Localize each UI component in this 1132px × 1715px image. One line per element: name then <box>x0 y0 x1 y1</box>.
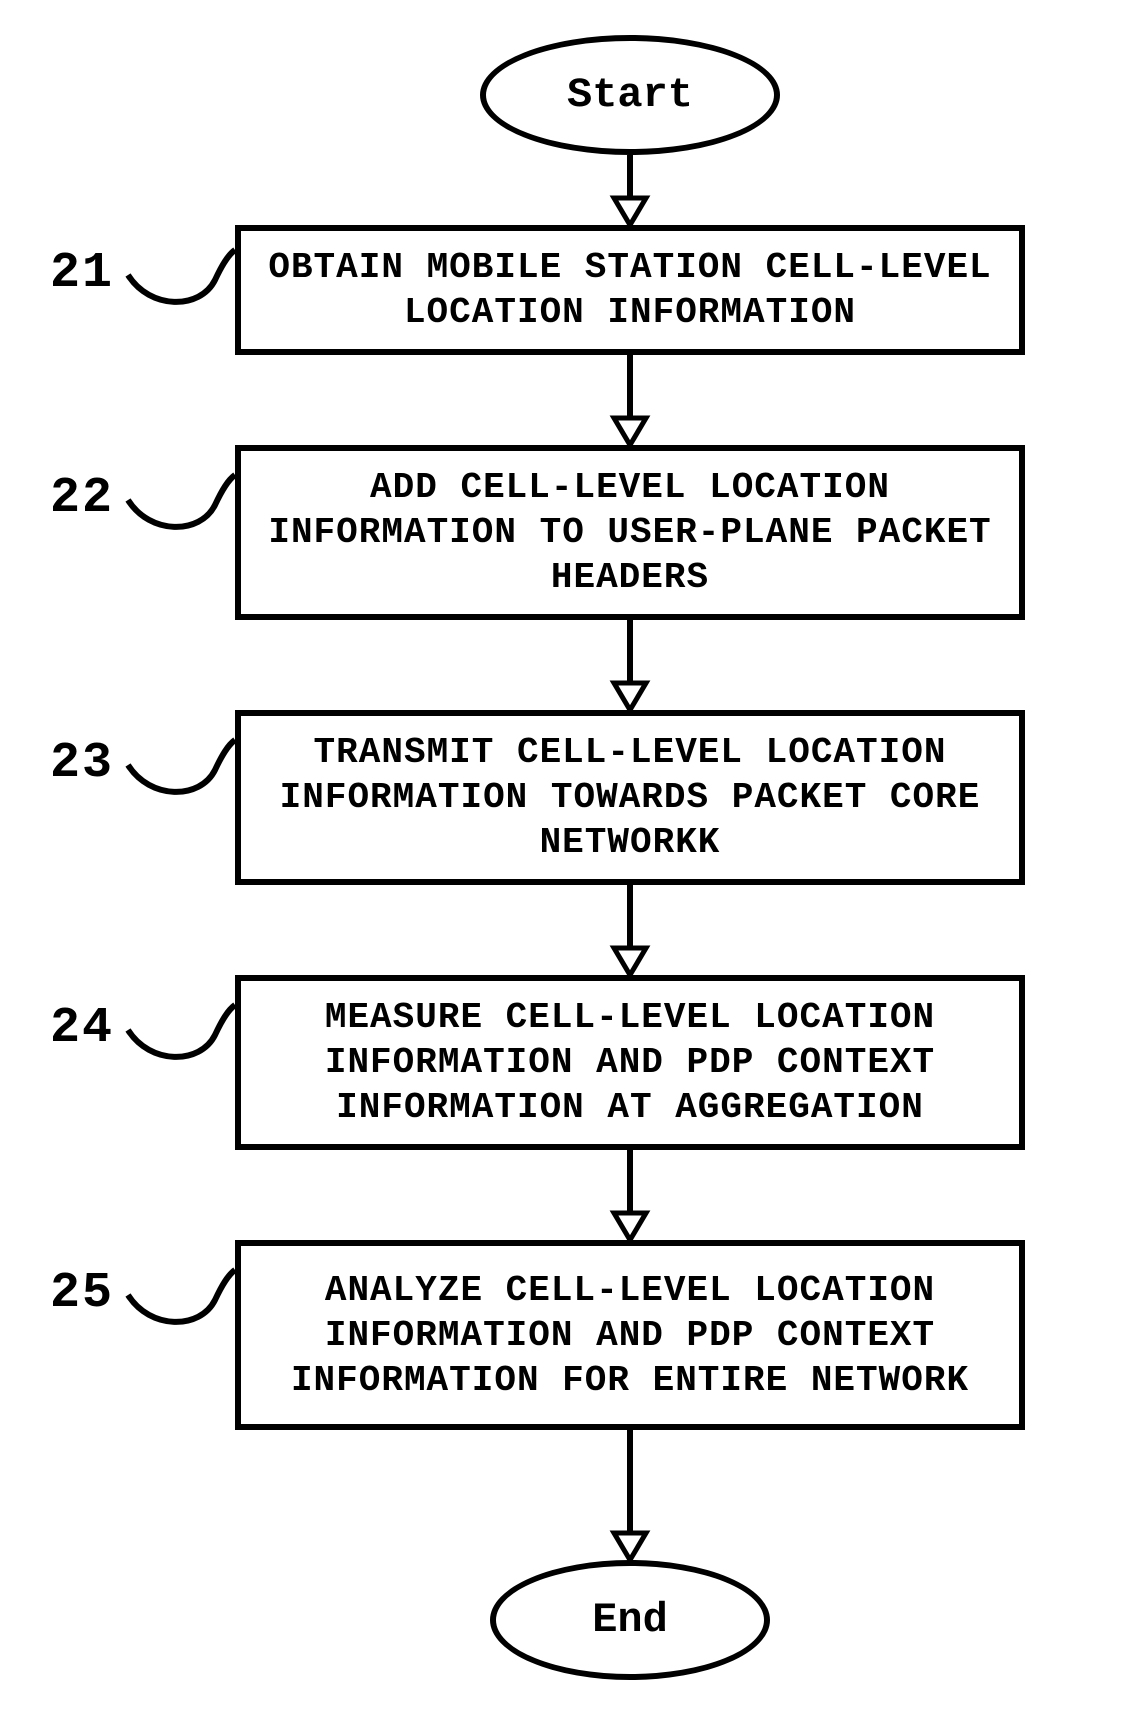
flowchart-canvas: Start OBTAIN MOBILE STATION CELL-LEVEL L… <box>0 0 1132 1715</box>
flow-arrows <box>0 0 1132 1715</box>
